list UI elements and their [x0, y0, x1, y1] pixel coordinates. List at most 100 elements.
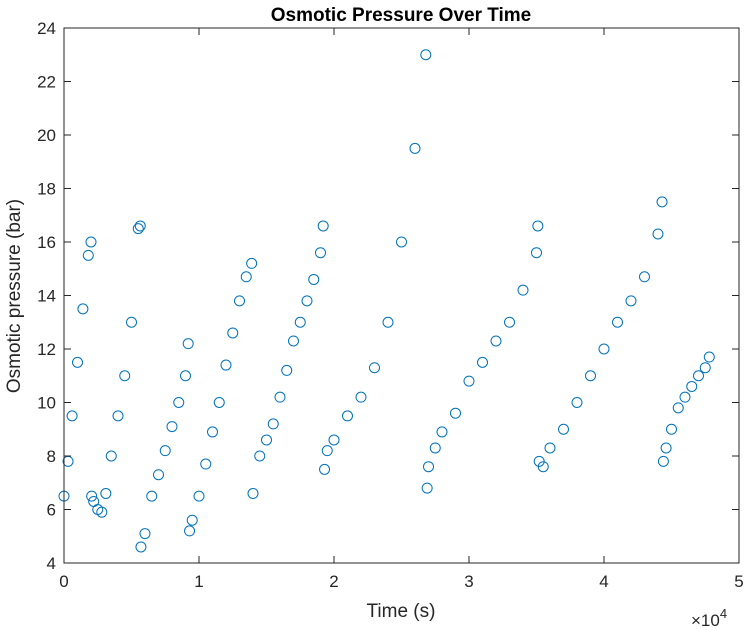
data-point	[139, 528, 151, 540]
data-point	[86, 490, 98, 502]
data-point	[100, 487, 112, 499]
data-point	[301, 295, 313, 307]
data-point	[656, 196, 668, 208]
y-axis-ticks: 4 6 8 10 12 14 16 18 20 22 24	[37, 19, 739, 573]
data-point	[699, 362, 711, 374]
data-point	[159, 445, 171, 457]
data-point	[180, 370, 191, 382]
data-point	[686, 380, 698, 392]
data-point	[490, 335, 502, 347]
data-point	[409, 142, 421, 154]
data-point	[288, 335, 299, 347]
y-tick-label: 10	[37, 394, 56, 413]
data-point	[186, 514, 198, 526]
data-point	[96, 506, 108, 518]
data-point	[126, 316, 137, 328]
data-markers	[58, 49, 715, 553]
data-point	[200, 458, 212, 470]
y-axis-label: Osmotic pressure (bar)	[4, 199, 25, 393]
y-tick-label: 16	[37, 233, 56, 252]
y-tick-label: 12	[37, 340, 56, 359]
data-point	[213, 397, 225, 408]
data-point	[135, 541, 147, 553]
x-tick-label: 0	[59, 572, 68, 591]
data-point	[450, 407, 461, 419]
y-tick-label: 8	[47, 447, 56, 466]
data-point	[342, 410, 353, 422]
data-point	[598, 343, 610, 355]
data-point	[625, 295, 637, 307]
data-point	[537, 461, 549, 473]
data-point	[146, 490, 158, 502]
data-point	[173, 397, 185, 408]
data-point	[274, 391, 286, 403]
x-axis-ticks: 0 1 2 3 4 5	[59, 28, 744, 591]
data-point	[328, 434, 340, 446]
data-point	[558, 423, 569, 435]
data-point	[639, 271, 650, 283]
data-point	[585, 370, 596, 382]
data-point	[267, 418, 279, 430]
data-point	[660, 442, 672, 454]
data-point	[72, 356, 83, 368]
x-tick-label: 5	[734, 572, 743, 591]
data-point	[281, 364, 293, 376]
data-point	[153, 469, 164, 481]
data-point	[82, 249, 94, 261]
data-point	[429, 442, 441, 454]
data-point	[193, 490, 205, 502]
data-point	[254, 450, 266, 462]
data-point	[420, 49, 432, 61]
data-point	[477, 356, 488, 368]
data-point	[132, 223, 144, 235]
data-point	[532, 220, 544, 232]
data-point	[166, 421, 178, 433]
data-point	[666, 423, 677, 435]
data-point	[134, 220, 146, 232]
y-tick-label: 14	[37, 287, 56, 306]
data-point	[531, 247, 542, 259]
x-axis-multiplier-base: ×10	[691, 611, 720, 630]
data-point	[652, 228, 664, 240]
x-axis-label: Time (s)	[367, 601, 436, 622]
data-point	[517, 284, 529, 296]
data-point	[504, 316, 515, 328]
x-tick-label: 4	[599, 572, 608, 591]
data-point	[315, 247, 326, 259]
data-point	[571, 397, 583, 408]
data-point	[672, 402, 684, 414]
chart-title: Osmotic Pressure Over Time	[271, 5, 532, 26]
data-point	[679, 391, 691, 403]
y-tick-label: 22	[37, 73, 56, 92]
data-point	[308, 273, 320, 285]
y-tick-label: 24	[37, 19, 56, 38]
data-point	[234, 295, 245, 307]
data-point	[317, 220, 329, 232]
data-point	[182, 338, 194, 350]
x-tick-label: 3	[464, 572, 473, 591]
data-point	[321, 445, 333, 457]
data-point	[66, 410, 78, 422]
data-point	[355, 391, 367, 403]
data-point	[436, 426, 448, 438]
x-tick-label: 2	[329, 572, 338, 591]
data-point	[105, 450, 117, 462]
data-point	[544, 442, 556, 454]
data-point	[207, 426, 218, 438]
x-axis-multiplier-exponent: 4	[720, 606, 727, 621]
data-point	[220, 359, 232, 371]
data-point	[612, 316, 623, 328]
data-point	[85, 236, 97, 248]
data-point	[319, 463, 331, 475]
data-point	[421, 482, 433, 494]
data-point	[261, 434, 272, 446]
data-point	[184, 525, 196, 537]
data-point	[227, 327, 239, 339]
data-point	[423, 461, 434, 473]
y-tick-label: 18	[37, 180, 56, 199]
data-point	[294, 316, 306, 328]
data-point	[77, 303, 89, 315]
data-point	[246, 257, 258, 269]
plot-frame	[63, 27, 740, 564]
